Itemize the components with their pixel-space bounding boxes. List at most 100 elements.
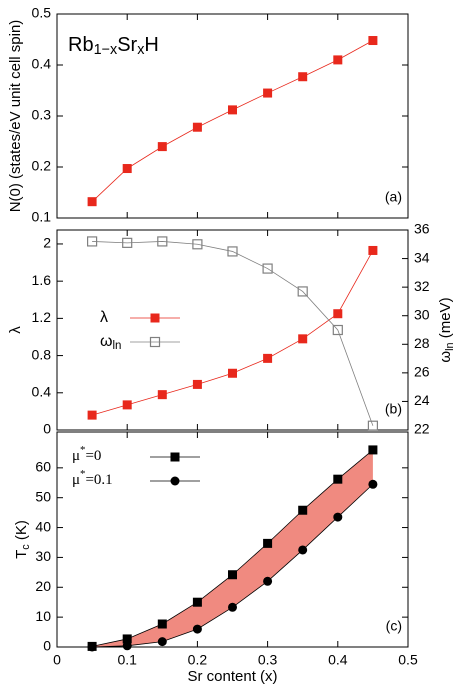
point [192, 239, 203, 250]
chart-title-part: 1−x [94, 42, 118, 58]
y-axis-label-part: (K) [13, 520, 30, 544]
point [157, 637, 167, 647]
point [192, 597, 202, 607]
y-tick-label: 0 [43, 421, 51, 437]
point [122, 237, 133, 248]
panel-label: (b) [385, 401, 402, 417]
point [228, 105, 237, 115]
point [263, 88, 273, 98]
y-tick-label: 0.4 [32, 383, 52, 399]
point [262, 263, 273, 274]
point [122, 634, 132, 644]
point [333, 512, 343, 522]
legend-label-part: * [80, 444, 85, 456]
point [298, 545, 308, 555]
point [228, 570, 237, 580]
point [333, 55, 343, 65]
legend-label-part: ω [100, 333, 113, 350]
y-tick-label: 0.1 [32, 209, 52, 225]
series-line [91, 40, 374, 202]
y-tick-label: 0.5 [32, 5, 52, 21]
y-tick-label: 50 [35, 488, 51, 504]
point [87, 410, 97, 420]
y-tick-label: 0.3 [32, 107, 52, 123]
point [298, 334, 308, 344]
point [368, 245, 378, 255]
point [368, 479, 378, 489]
panel-label: (c) [386, 618, 402, 634]
y-tick-label: 20 [35, 578, 51, 594]
legend-label-part: =0.1 [85, 472, 112, 488]
legend-label: λ [100, 309, 108, 326]
legend-label-part: =0 [85, 448, 101, 464]
point [192, 122, 202, 132]
chart-title-part: Sr [117, 34, 137, 56]
y2-axis-label-part: ω [437, 351, 454, 363]
x-tick-label: 0.1 [117, 652, 137, 668]
y-tick-label: 0.4 [32, 56, 52, 72]
x-axis-label: Sr content (x) [187, 668, 277, 685]
legend-label-part: ln [113, 340, 122, 352]
y2-axis-label-part: (meV) [437, 297, 454, 342]
y-tick-label: 30 [35, 548, 51, 564]
legend-marker [150, 313, 160, 323]
legend-label: μ*=0 [72, 444, 101, 464]
x-tick-label: 0.3 [258, 652, 278, 668]
plot-frame [56, 431, 409, 648]
y-tick-label: 2 [43, 235, 51, 251]
chart-title-part: Rb [68, 34, 94, 56]
point [87, 642, 97, 652]
legend-marker [170, 476, 180, 486]
legend-label: μ*=0.1 [72, 468, 113, 488]
y-axis-label: λ [7, 326, 24, 334]
point [333, 309, 343, 319]
y-tick-label: 10 [35, 608, 51, 624]
x-tick-label: 0 [53, 652, 61, 668]
legend-label-part: μ [72, 472, 80, 488]
y2-tick-label: 34 [414, 249, 430, 265]
y2-tick-label: 36 [414, 221, 430, 237]
point [157, 236, 168, 247]
y-axis-label-part: T [13, 550, 30, 559]
legend-label-part: * [80, 468, 85, 480]
point [157, 142, 167, 152]
panel-label: (a) [385, 189, 402, 205]
point [298, 72, 308, 82]
point [122, 641, 132, 651]
y2-tick-label: 22 [414, 421, 430, 437]
chart-title-part: H [144, 34, 158, 56]
point [227, 246, 238, 257]
y-axis-label: N(0) (states/eV unit cell spin) [7, 20, 24, 213]
y-tick-label: 40 [35, 518, 51, 534]
series-line [91, 250, 374, 416]
point [332, 324, 343, 336]
legend-marker [170, 452, 180, 462]
point [192, 624, 202, 634]
series-line [92, 241, 374, 426]
point [263, 353, 273, 363]
y-tick-label: 60 [35, 459, 51, 475]
y2-tick-label: 26 [414, 364, 430, 380]
point [228, 368, 237, 378]
point [87, 197, 97, 207]
y-tick-label: 1.2 [32, 309, 52, 325]
series-line [92, 449, 374, 647]
point [333, 474, 343, 484]
point [297, 286, 308, 297]
y-axis-label-part: c [20, 544, 32, 550]
point [157, 390, 167, 400]
y2-tick-label: 30 [414, 306, 430, 322]
y2-axis-label: ωln (meV) [437, 297, 456, 362]
point [157, 619, 167, 629]
chart-title-part: x [137, 42, 145, 58]
point [228, 602, 237, 612]
legend-label: ωln [100, 333, 121, 352]
point [122, 400, 132, 410]
point [122, 164, 132, 174]
point [368, 36, 378, 46]
point [367, 420, 378, 431]
y-tick-label: 0.2 [32, 158, 52, 174]
y2-tick-label: 28 [414, 335, 430, 351]
chart-title: Rb1−xSrxH [68, 34, 159, 58]
